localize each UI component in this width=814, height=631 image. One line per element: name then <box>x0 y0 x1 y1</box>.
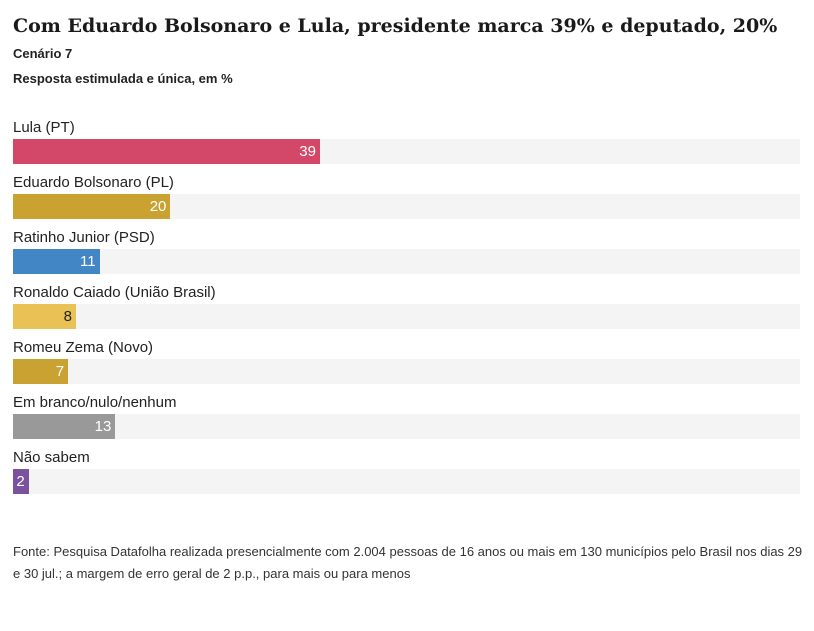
bar-track: 20 <box>13 194 800 219</box>
bar-value-label: 39 <box>299 143 316 160</box>
category-label: Romeu Zema (Novo) <box>13 339 154 356</box>
bar-track: 13 <box>13 414 800 439</box>
bar-value-label: 8 <box>63 308 72 325</box>
category-label: Lula (PT) <box>13 119 75 136</box>
bar-row: Em branco/nulo/nenhum 13 <box>13 392 800 447</box>
category-label: Ronaldo Caiado (União Brasil) <box>13 284 216 301</box>
bar-track: 7 <box>13 359 800 384</box>
chart-note: Resposta estimulada e única, em % <box>13 71 233 86</box>
bar: 7 <box>13 359 69 384</box>
bar-track: 11 <box>13 249 800 274</box>
bar-value-label: 20 <box>149 198 167 215</box>
bar-value-label: 2 <box>16 473 25 490</box>
bar-value-label: 13 <box>94 418 112 435</box>
category-label: Eduardo Bolsonaro (PL) <box>13 174 174 191</box>
bar: 2 <box>13 469 29 494</box>
bar-row: Lula (PT) 39 <box>13 117 800 172</box>
category-label: Em branco/nulo/nenhum <box>13 394 177 411</box>
bar-row: Eduardo Bolsonaro (PL) 20 <box>13 172 800 227</box>
bar-chart: Lula (PT) 39 Eduardo Bolsonaro (PL) 20 Ratin… <box>13 117 800 502</box>
bar-track: 8 <box>13 304 800 329</box>
bar-row: Não sabem 2 <box>13 447 800 502</box>
chart-title: Com Eduardo Bolsonaro e Lula, presidente… <box>13 15 778 37</box>
bar: 8 <box>13 304 76 329</box>
source-note: Fonte: Pesquisa Datafolha realizada pres… <box>13 544 803 581</box>
bar-track: 2 <box>13 469 800 494</box>
bar-row: Ratinho Junior (PSD) 11 <box>13 227 800 282</box>
bar-value-label: 11 <box>79 253 96 270</box>
bar: 11 <box>13 249 100 274</box>
bar-row: Ronaldo Caiado (União Brasil) 8 <box>13 282 800 337</box>
bar-row: Romeu Zema (Novo) 7 <box>13 337 800 392</box>
bar: 20 <box>13 194 171 219</box>
bar-value-label: 7 <box>55 363 65 380</box>
bar: 13 <box>13 414 116 439</box>
bar: 39 <box>13 139 320 164</box>
category-label: Ratinho Junior (PSD) <box>13 229 155 246</box>
chart-subtitle: Cenário 7 <box>13 46 73 61</box>
category-label: Não sabem <box>13 449 90 466</box>
bar-track: 39 <box>13 139 800 164</box>
